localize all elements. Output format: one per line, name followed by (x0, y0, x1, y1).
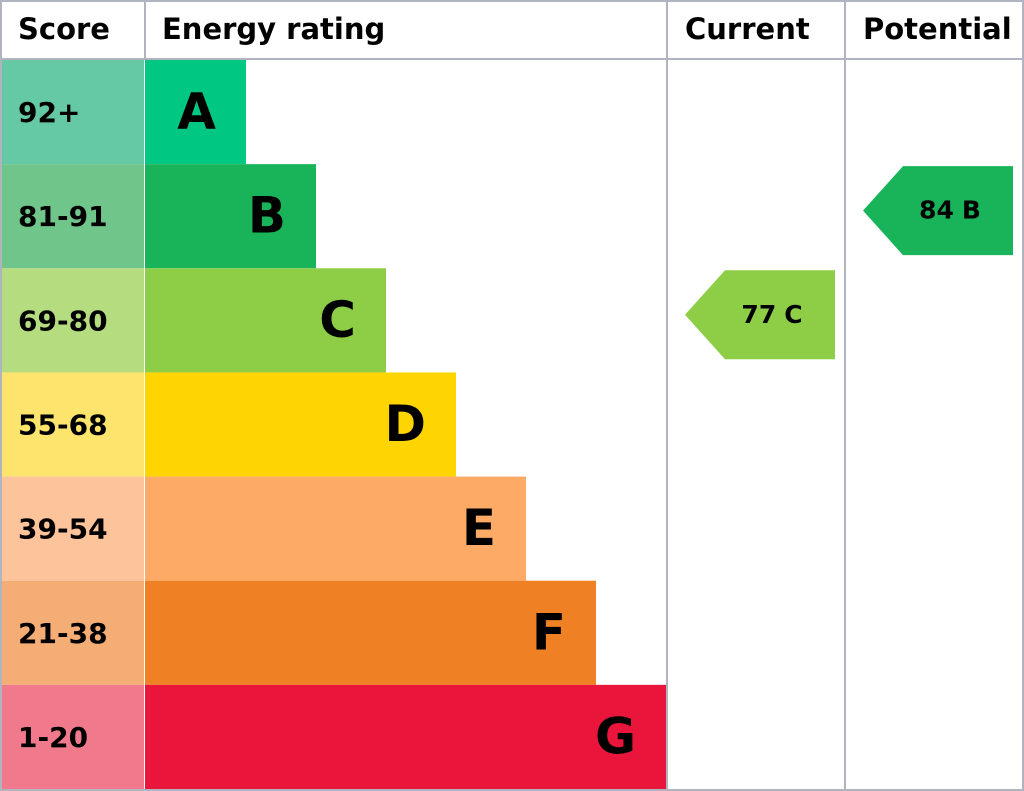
band-bar (145, 164, 316, 269)
band-bar (145, 60, 246, 165)
score-cell (2, 60, 144, 165)
score-cell (2, 580, 144, 685)
band-letter: A (177, 83, 216, 141)
band-letter: C (319, 291, 356, 349)
current-band: C (784, 300, 802, 329)
band-letter: E (462, 499, 496, 557)
band-bar (145, 476, 526, 581)
score-range: 21-38 (18, 617, 108, 650)
potential-band: B (962, 196, 981, 225)
score-cell (2, 372, 144, 477)
band-bar (145, 372, 456, 477)
band-letter: F (532, 603, 566, 661)
band-bar (145, 684, 666, 789)
score-range: 92+ (18, 96, 80, 129)
current-arrow (685, 270, 835, 360)
score-cell (2, 164, 144, 269)
score-cell (2, 684, 144, 789)
band-bar (145, 268, 386, 373)
potential-label: 84 B (919, 196, 981, 225)
current-label: 77 C (741, 300, 802, 329)
header-score: Score (18, 12, 110, 46)
potential-score: 84 (919, 196, 954, 225)
header-current: Current (685, 12, 810, 46)
band-letter: D (384, 395, 426, 453)
band-bar (145, 580, 596, 685)
header-potential: Potential (863, 12, 1012, 46)
score-range: 81-91 (18, 200, 108, 233)
score-range: 39-54 (18, 513, 108, 546)
score-range: 1-20 (18, 721, 88, 754)
band-letter: B (248, 187, 286, 245)
current-score: 77 (741, 300, 776, 329)
potential-arrow (863, 166, 1013, 256)
score-range: 55-68 (18, 409, 108, 442)
score-cell (2, 268, 144, 373)
score-range: 69-80 (18, 304, 108, 337)
header-rating: Energy rating (162, 12, 385, 46)
band-letter: G (595, 707, 636, 765)
score-cell (2, 476, 144, 581)
